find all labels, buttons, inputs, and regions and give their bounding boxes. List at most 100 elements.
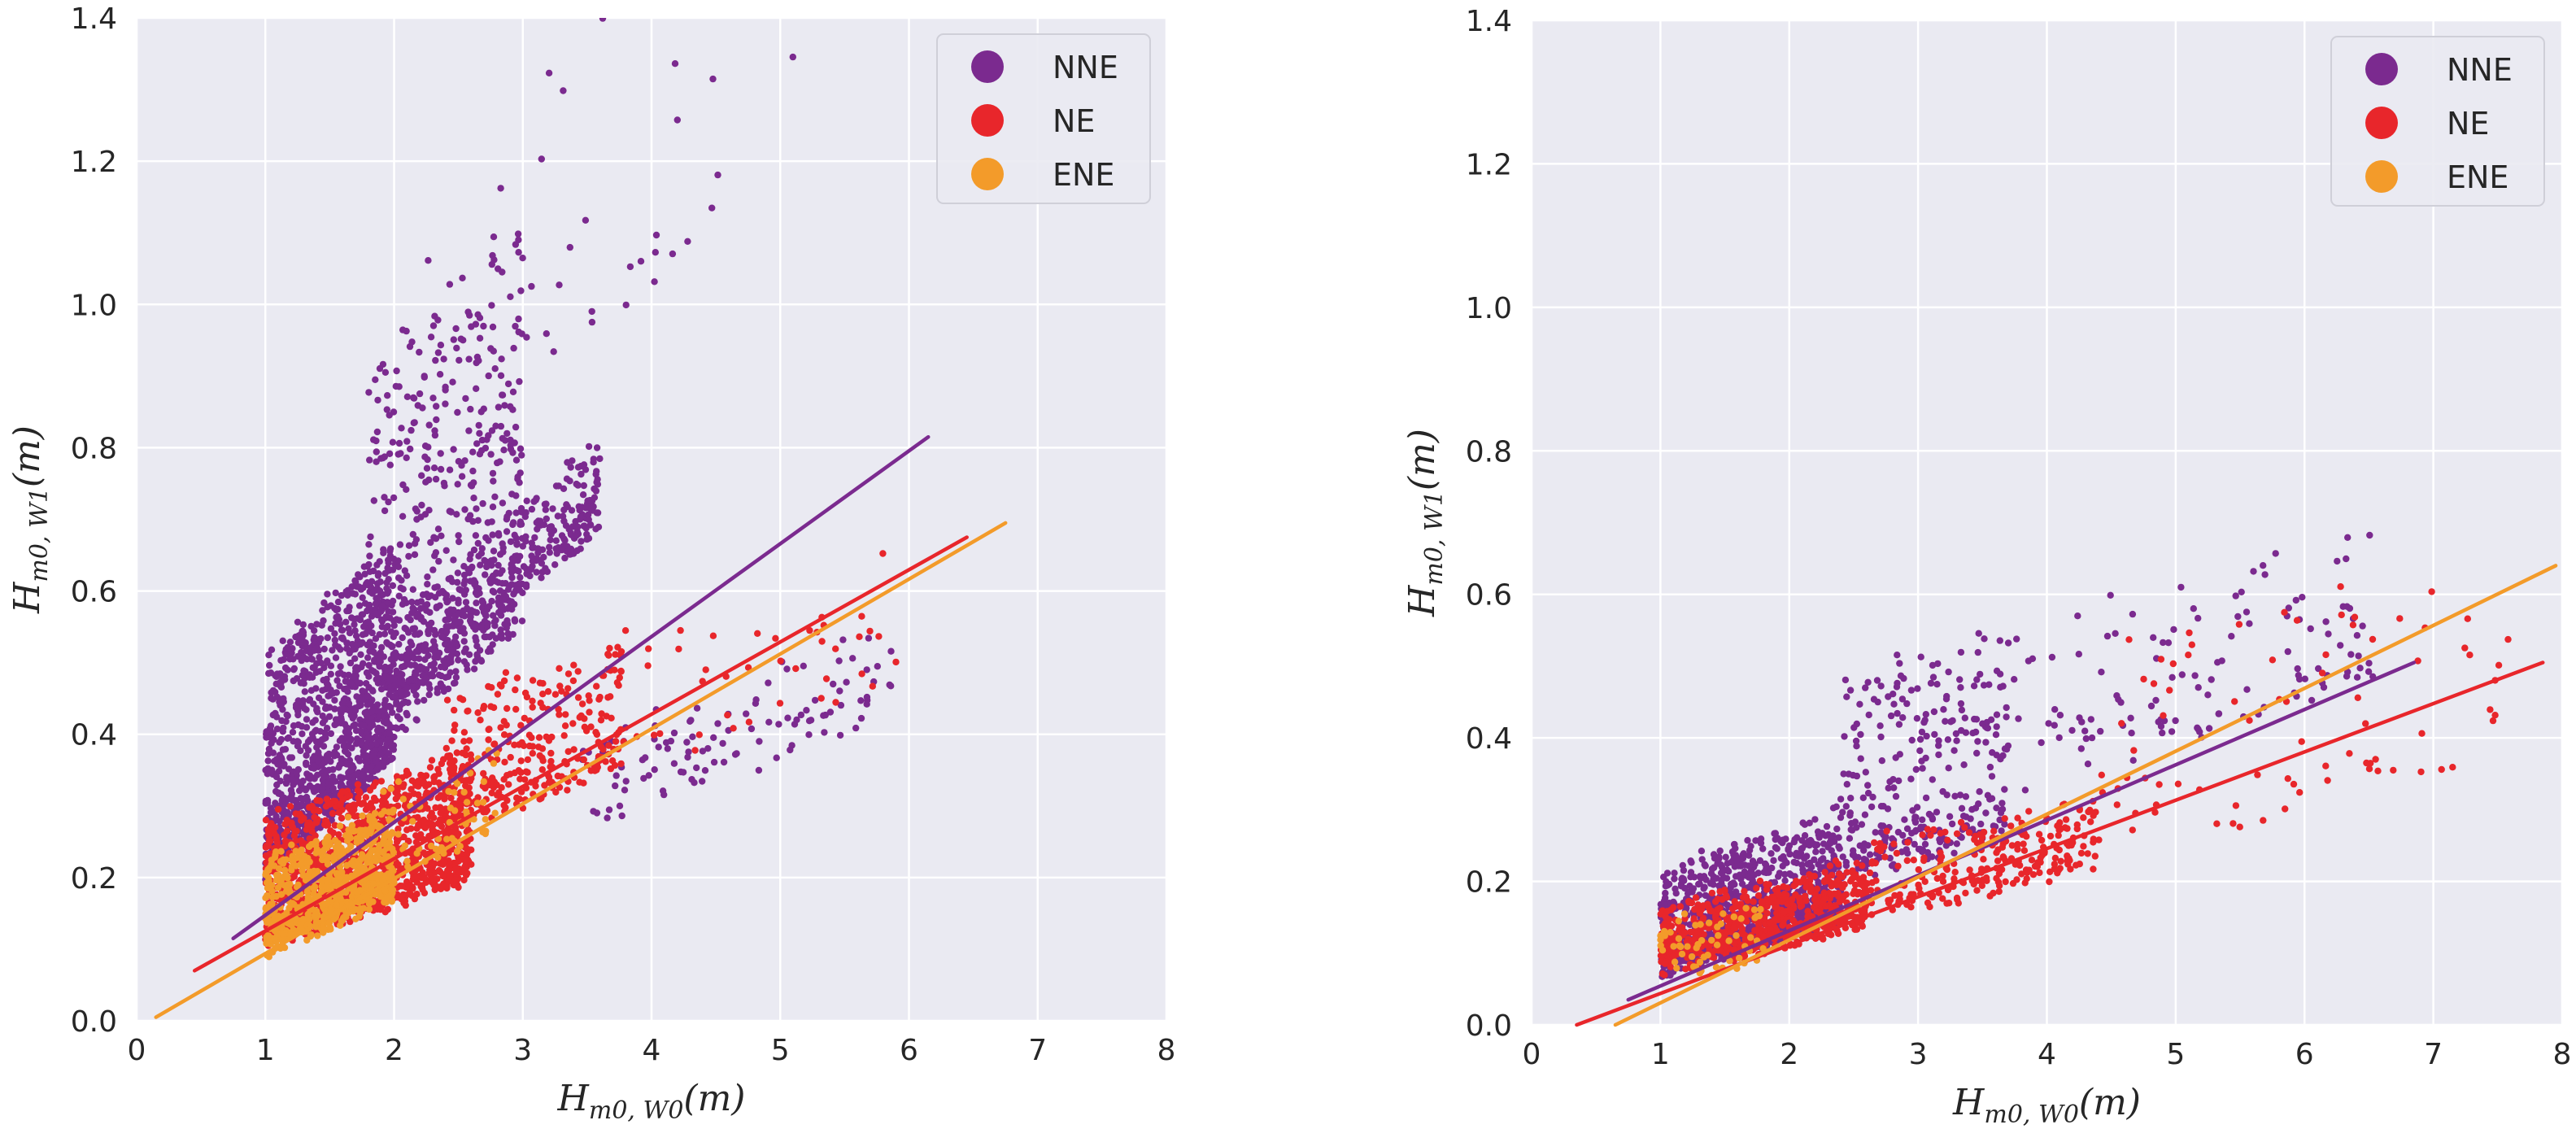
data-point (301, 688, 308, 695)
data-point (509, 388, 517, 395)
data-point (343, 645, 351, 652)
y-tick-label: 1.4 (1466, 5, 1512, 38)
data-point (395, 640, 403, 648)
data-point (460, 337, 467, 344)
data-point (368, 804, 375, 812)
data-point (538, 560, 546, 567)
data-point (288, 822, 295, 829)
data-point (464, 308, 472, 316)
data-point (1801, 831, 1809, 839)
data-point (292, 837, 299, 844)
data-point (491, 809, 499, 817)
data-point (338, 782, 346, 789)
data-point (373, 448, 380, 456)
data-point (490, 740, 499, 748)
data-point (288, 866, 295, 874)
data-point (489, 323, 497, 331)
data-point (507, 445, 515, 453)
data-point (355, 794, 362, 802)
data-point (886, 681, 893, 689)
data-point (497, 372, 505, 379)
data-point (366, 568, 373, 575)
data-point (438, 627, 446, 635)
data-point (272, 709, 279, 717)
data-point (509, 557, 517, 565)
data-point (446, 466, 454, 473)
data-point (472, 532, 480, 539)
data-point (373, 428, 381, 436)
data-point (338, 755, 346, 762)
data-point (373, 610, 380, 617)
data-point (858, 670, 865, 678)
y-axis-label: Hm0, W1(m) (1401, 429, 1449, 617)
data-point (427, 820, 434, 827)
data-point (532, 782, 539, 790)
data-point (538, 155, 545, 163)
data-point (546, 549, 553, 556)
data-point (420, 816, 428, 824)
data-point (276, 739, 283, 746)
data-point (360, 865, 368, 872)
data-point (687, 717, 695, 724)
data-point (299, 621, 307, 629)
data-point (443, 835, 451, 843)
data-point (476, 429, 483, 437)
data-point (341, 721, 349, 728)
data-point (381, 794, 389, 801)
data-point (373, 872, 381, 879)
data-point (403, 654, 411, 662)
data-point (377, 657, 384, 665)
data-point (294, 652, 302, 660)
data-point (590, 808, 597, 815)
data-point (516, 479, 523, 486)
data-point (451, 706, 458, 714)
data-point (691, 747, 699, 754)
data-point (473, 800, 482, 807)
data-point (443, 623, 451, 630)
data-point (331, 636, 338, 644)
data-point (839, 636, 847, 643)
data-point (879, 550, 887, 557)
data-point (363, 763, 370, 770)
data-point (588, 318, 596, 326)
data-point (416, 390, 424, 398)
data-point (275, 767, 283, 775)
data-point (445, 787, 452, 796)
data-point (424, 456, 431, 464)
data-point (378, 726, 386, 733)
data-point (466, 846, 474, 854)
data-point (1790, 858, 1798, 866)
data-point (724, 712, 731, 719)
x-axis-label-main: H (557, 1078, 591, 1119)
data-point (403, 690, 411, 697)
data-point (612, 772, 620, 779)
data-point (640, 774, 647, 782)
data-point (505, 781, 512, 788)
data-point (311, 627, 318, 634)
data-point (331, 604, 338, 612)
legend-label-nne: NNE (1053, 50, 1118, 85)
data-point (532, 496, 539, 503)
data-point (552, 537, 560, 544)
data-point (538, 745, 547, 752)
data-point (621, 787, 629, 794)
data-point (800, 662, 807, 669)
data-point (1801, 855, 1808, 862)
data-point (573, 532, 580, 539)
data-point (272, 773, 281, 781)
data-point (514, 473, 521, 481)
data-point (425, 781, 433, 788)
data-point (304, 893, 312, 901)
data-point (450, 556, 457, 564)
data-point (359, 687, 366, 695)
data-point (459, 763, 467, 770)
data-point (276, 817, 283, 825)
data-point (550, 348, 557, 355)
data-point (265, 953, 272, 961)
data-point (670, 729, 678, 737)
data-point (553, 550, 560, 557)
data-point (288, 841, 295, 848)
data-point (312, 717, 319, 724)
data-point (803, 707, 810, 714)
data-point (368, 826, 375, 834)
